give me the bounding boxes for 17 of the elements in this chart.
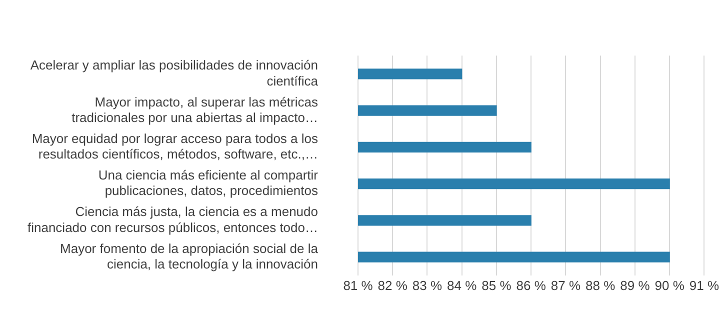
y-tick-label: Una ciencia más eficiente al compartir publicaciones, datos, procedimientos [98, 168, 319, 198]
x-tick-label: 81 % [343, 278, 374, 293]
x-tick-label: 87 % [550, 278, 581, 293]
x-tick-label: 85 % [482, 278, 512, 293]
x-tick-label: 82 % [378, 278, 408, 293]
y-tick-label: Mayor fomento de la apropiación social de la ciencia, la tecnología y la innovación [60, 240, 319, 272]
y-tick-label: Mayor equidad por lograr acceso para todos a los resultados científicos, métodos, software, etc.,… [32, 130, 318, 162]
x-tick-label: 86 % [516, 278, 546, 293]
x-tick-label: 83 % [412, 278, 442, 293]
x-tick-label: 88 % [586, 278, 616, 293]
x-tick-label: 84 % [447, 278, 478, 293]
y-tick-label: Ciencia más justa, la ciencia es a menudo financiado con recursos públicos, entonces todo… [27, 204, 318, 235]
y-tick-label: Acelerar y ampliar las posibilidades de innovación científica [30, 58, 319, 88]
x-tick-label: 91 % [689, 278, 720, 293]
x-tick-label: 90 % [654, 278, 685, 293]
y-tick-label: Mayor impacto, al superar las métricas tradicionales por una abiertas al impacto… [72, 94, 318, 125]
x-tick-label: 89 % [620, 278, 650, 293]
